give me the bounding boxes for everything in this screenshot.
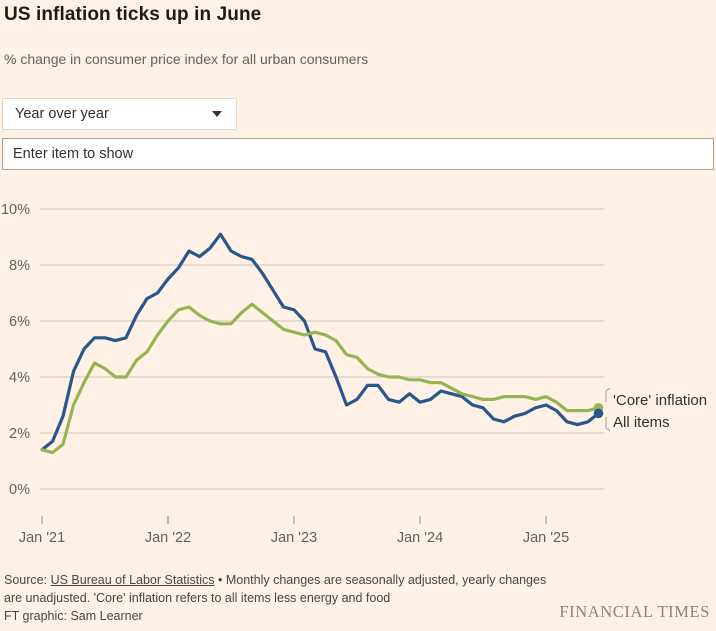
chart-footer: Source: US Bureau of Labor Statistics • … (4, 571, 716, 625)
x-axis-tick-label: Jan '22 (145, 530, 191, 545)
chart-area: 0% 2% 4% 6% 8% 10% Jan '21 Jan '22 Jan '23 Jan '2… (0, 185, 716, 546)
y-axis-tick-label: 10% (1, 202, 30, 218)
series-label-all-items: All items (613, 414, 670, 431)
y-axis-tick-label: 2% (9, 426, 30, 442)
chevron-down-icon (212, 111, 222, 117)
inflation-line-chart: 0% 2% 4% 6% 8% 10% Jan '21 Jan '22 Jan '23 Jan '2… (1, 202, 611, 546)
series-line-core-inflation (40, 302, 601, 455)
item-search-input[interactable] (2, 138, 714, 170)
x-axis-tick-label: Jan '24 (397, 530, 443, 545)
page-title: US inflation ticks up in June (4, 4, 262, 25)
chart-subtitle: % change in consumer price index for all… (4, 51, 369, 67)
series-end-dot-all-items (593, 408, 604, 419)
y-axis-tick-label: 0% (9, 482, 30, 498)
source-note-rest: • Monthly changes are seasonally adjuste… (4, 573, 547, 605)
x-axis-tick-label: Jan '21 (19, 530, 65, 545)
x-axis-tick-label: Jan '23 (271, 530, 317, 545)
period-dropdown-value: Year over year (15, 106, 109, 122)
leader-mark-core (605, 387, 611, 402)
financial-times-logo: FINANCIAL TIMES (559, 602, 710, 621)
source-prefix: Source: (4, 573, 51, 587)
x-axis-tick-label: Jan '25 (523, 530, 569, 545)
y-axis-tick-label: 6% (9, 314, 30, 330)
period-dropdown[interactable]: Year over year (2, 98, 237, 130)
series-label-core-inflation: 'Core' inflation (613, 392, 708, 409)
graphic-credit: FT graphic: Sam Learner (4, 609, 143, 623)
source-note: Source: US Bureau of Labor Statistics • … (4, 571, 560, 607)
series-line-all-items (40, 232, 601, 452)
source-link[interactable]: US Bureau of Labor Statistics (50, 573, 215, 587)
y-axis-tick-label: 4% (9, 370, 30, 386)
y-axis-tick-label: 8% (9, 258, 30, 274)
leader-mark-all-items (605, 417, 611, 432)
